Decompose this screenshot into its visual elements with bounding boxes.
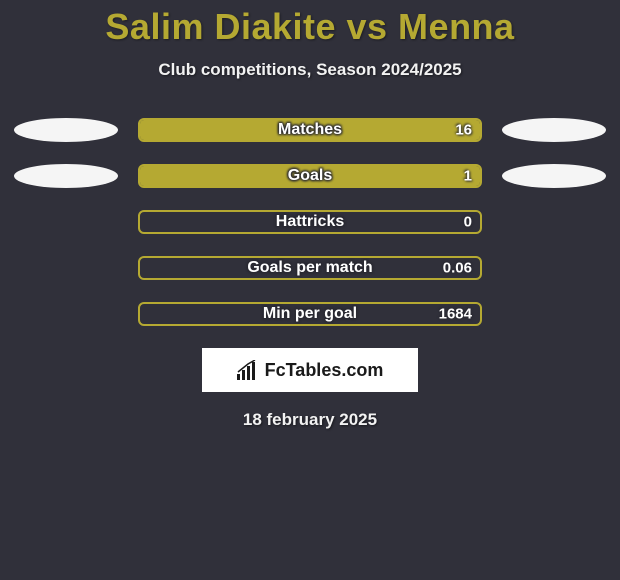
stat-bar: Hattricks 0 bbox=[138, 210, 482, 234]
stat-bar: Goals per match 0.06 bbox=[138, 256, 482, 280]
stat-value-right: 0.06 bbox=[443, 260, 472, 277]
stat-label: Matches bbox=[278, 121, 342, 139]
stat-label: Hattricks bbox=[276, 213, 344, 231]
stat-bar: Goals 1 bbox=[138, 164, 482, 188]
stat-bar: Matches 16 bbox=[138, 118, 482, 142]
player-right-ellipse bbox=[502, 118, 606, 142]
stat-row: Min per goal 1684 bbox=[0, 302, 620, 326]
player-right-ellipse bbox=[502, 164, 606, 188]
stat-bar: Min per goal 1684 bbox=[138, 302, 482, 326]
player-left-ellipse bbox=[14, 164, 118, 188]
stat-row: Goals 1 bbox=[0, 164, 620, 188]
logo-text: FcTables.com bbox=[265, 360, 384, 381]
stat-label: Goals bbox=[288, 167, 332, 185]
player-left-ellipse bbox=[14, 118, 118, 142]
stat-label: Min per goal bbox=[263, 305, 357, 323]
stat-row: Matches 16 bbox=[0, 118, 620, 142]
stat-row: Goals per match 0.06 bbox=[0, 256, 620, 280]
chart-icon bbox=[237, 360, 259, 380]
date-text: 18 february 2025 bbox=[0, 410, 620, 430]
stat-row: Hattricks 0 bbox=[0, 210, 620, 234]
stat-value-right: 16 bbox=[455, 122, 472, 139]
stats-container: Matches 16 Goals 1 Hattricks 0 Goals per match… bbox=[0, 118, 620, 326]
stat-value-right: 0 bbox=[464, 214, 472, 231]
logo-box: FcTables.com bbox=[202, 348, 418, 392]
page-title: Salim Diakite vs Menna bbox=[0, 0, 620, 48]
stat-value-right: 1684 bbox=[439, 306, 472, 323]
stat-label: Goals per match bbox=[247, 259, 372, 277]
stat-value-right: 1 bbox=[464, 168, 472, 185]
subtitle: Club competitions, Season 2024/2025 bbox=[0, 60, 620, 80]
